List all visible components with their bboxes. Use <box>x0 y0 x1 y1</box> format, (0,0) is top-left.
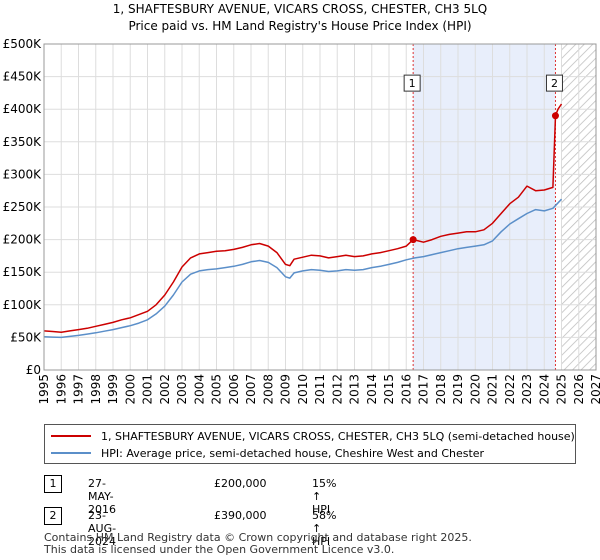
x-tick-label: 2004 <box>192 374 206 405</box>
y-tick-label: £100K <box>3 298 43 312</box>
price-chart: 1 2 £0 £50K £100K £150K £200K £250K £300K £350K £4… <box>3 37 600 405</box>
transaction-number-badge: 1 <box>44 475 62 493</box>
y-tick-label: £350K <box>3 135 43 149</box>
legend-item-property: 1, SHAFTESBURY AVENUE, VICARS CROSS, CHE… <box>51 428 575 444</box>
x-tick-label: 2012 <box>330 374 344 405</box>
legend-label-property: 1, SHAFTESBURY AVENUE, VICARS CROSS, CHE… <box>101 429 575 443</box>
x-tick-label: 2011 <box>313 374 327 405</box>
y-tick-label: £450K <box>3 70 43 84</box>
x-tick-label: 2010 <box>296 374 310 405</box>
legend-swatch-hpi <box>51 452 91 454</box>
transaction-price: £200,000 <box>214 477 267 490</box>
chart-legend: 1, SHAFTESBURY AVENUE, VICARS CROSS, CHE… <box>44 424 576 464</box>
chart-subtitle: Price paid vs. HM Land Registry's House … <box>128 19 472 33</box>
x-tick-label: 2026 <box>572 374 586 405</box>
transaction-hpi-change: 15% ↑ HPI <box>312 477 337 516</box>
x-tick-label: 2013 <box>348 374 362 405</box>
x-tick-label: 2003 <box>175 374 189 405</box>
x-tick-label: 2002 <box>158 374 172 405</box>
x-tick-label: 1998 <box>89 374 103 405</box>
x-tick-label: 2018 <box>434 374 448 405</box>
x-tick-label: 2005 <box>210 374 224 405</box>
x-tick-label: 2021 <box>486 374 500 405</box>
plot-border <box>43 43 597 371</box>
transaction-date: 27-MAY-2016 <box>88 477 116 516</box>
x-tick-label: 1995 <box>37 374 51 405</box>
property-price-line <box>43 103 563 333</box>
x-tick-label: 1997 <box>72 374 86 405</box>
x-tick-label: 2016 <box>399 374 413 405</box>
x-tick-label: 2014 <box>365 374 379 405</box>
x-tick-label: 2017 <box>417 374 431 405</box>
x-tick-label: 2023 <box>520 374 534 405</box>
x-tick-label: 2019 <box>451 374 465 405</box>
footer-copyright: Contains HM Land Registry data © Crown c… <box>44 531 472 544</box>
sale-label-box <box>545 74 563 92</box>
transaction-hpi-change: 58% ↑ HPI <box>312 509 337 548</box>
legend-item-hpi: HPI: Average price, semi-detached house,… <box>51 445 484 461</box>
y-tick-label: £400K <box>3 102 43 116</box>
x-tick-label: 1996 <box>54 374 68 405</box>
y-tick-label: £50K <box>10 330 42 344</box>
sale-point <box>551 112 559 120</box>
x-tick-label: 2020 <box>468 374 482 405</box>
x-tick-label: 2008 <box>261 374 275 405</box>
x-tick-label: 2001 <box>141 374 155 405</box>
y-tick-label: £150K <box>3 265 43 279</box>
legend-label-hpi: HPI: Average price, semi-detached house,… <box>101 446 485 460</box>
sale-point <box>409 236 417 244</box>
transaction-date: 23-AUG-2024 <box>88 509 117 548</box>
x-tick-label: 2024 <box>537 374 551 405</box>
sale-label-text: 1 <box>409 77 416 90</box>
legend-swatch-property <box>51 435 91 437</box>
x-tick-label: 2015 <box>382 374 396 405</box>
x-tick-label: 2022 <box>503 374 517 405</box>
chart-title: 1, SHAFTESBURY AVENUE, VICARS CROSS, CHE… <box>112 2 488 16</box>
hpi-line <box>43 198 563 339</box>
transaction-number-badge: 2 <box>44 507 62 525</box>
footer-licence: This data is licensed under the Open Gov… <box>44 543 395 556</box>
x-tick-label: 2000 <box>123 374 137 405</box>
y-tick-label: £0 <box>26 363 41 377</box>
y-tick-label: £200K <box>3 233 43 247</box>
transaction-price: £390,000 <box>214 509 267 522</box>
x-tick-label: 2007 <box>244 374 258 405</box>
y-tick-label: £250K <box>3 200 43 214</box>
sale-label-text: 2 <box>551 77 558 90</box>
y-tick-label: £500K <box>3 37 43 51</box>
sale-label-box <box>403 74 421 92</box>
x-tick-label: 1999 <box>106 374 120 405</box>
x-tick-label: 2025 <box>555 374 569 405</box>
y-tick-label: £300K <box>3 167 43 181</box>
x-tick-label: 2006 <box>227 374 241 405</box>
x-tick-label: 2027 <box>589 374 600 405</box>
x-tick-label: 2009 <box>279 374 293 405</box>
